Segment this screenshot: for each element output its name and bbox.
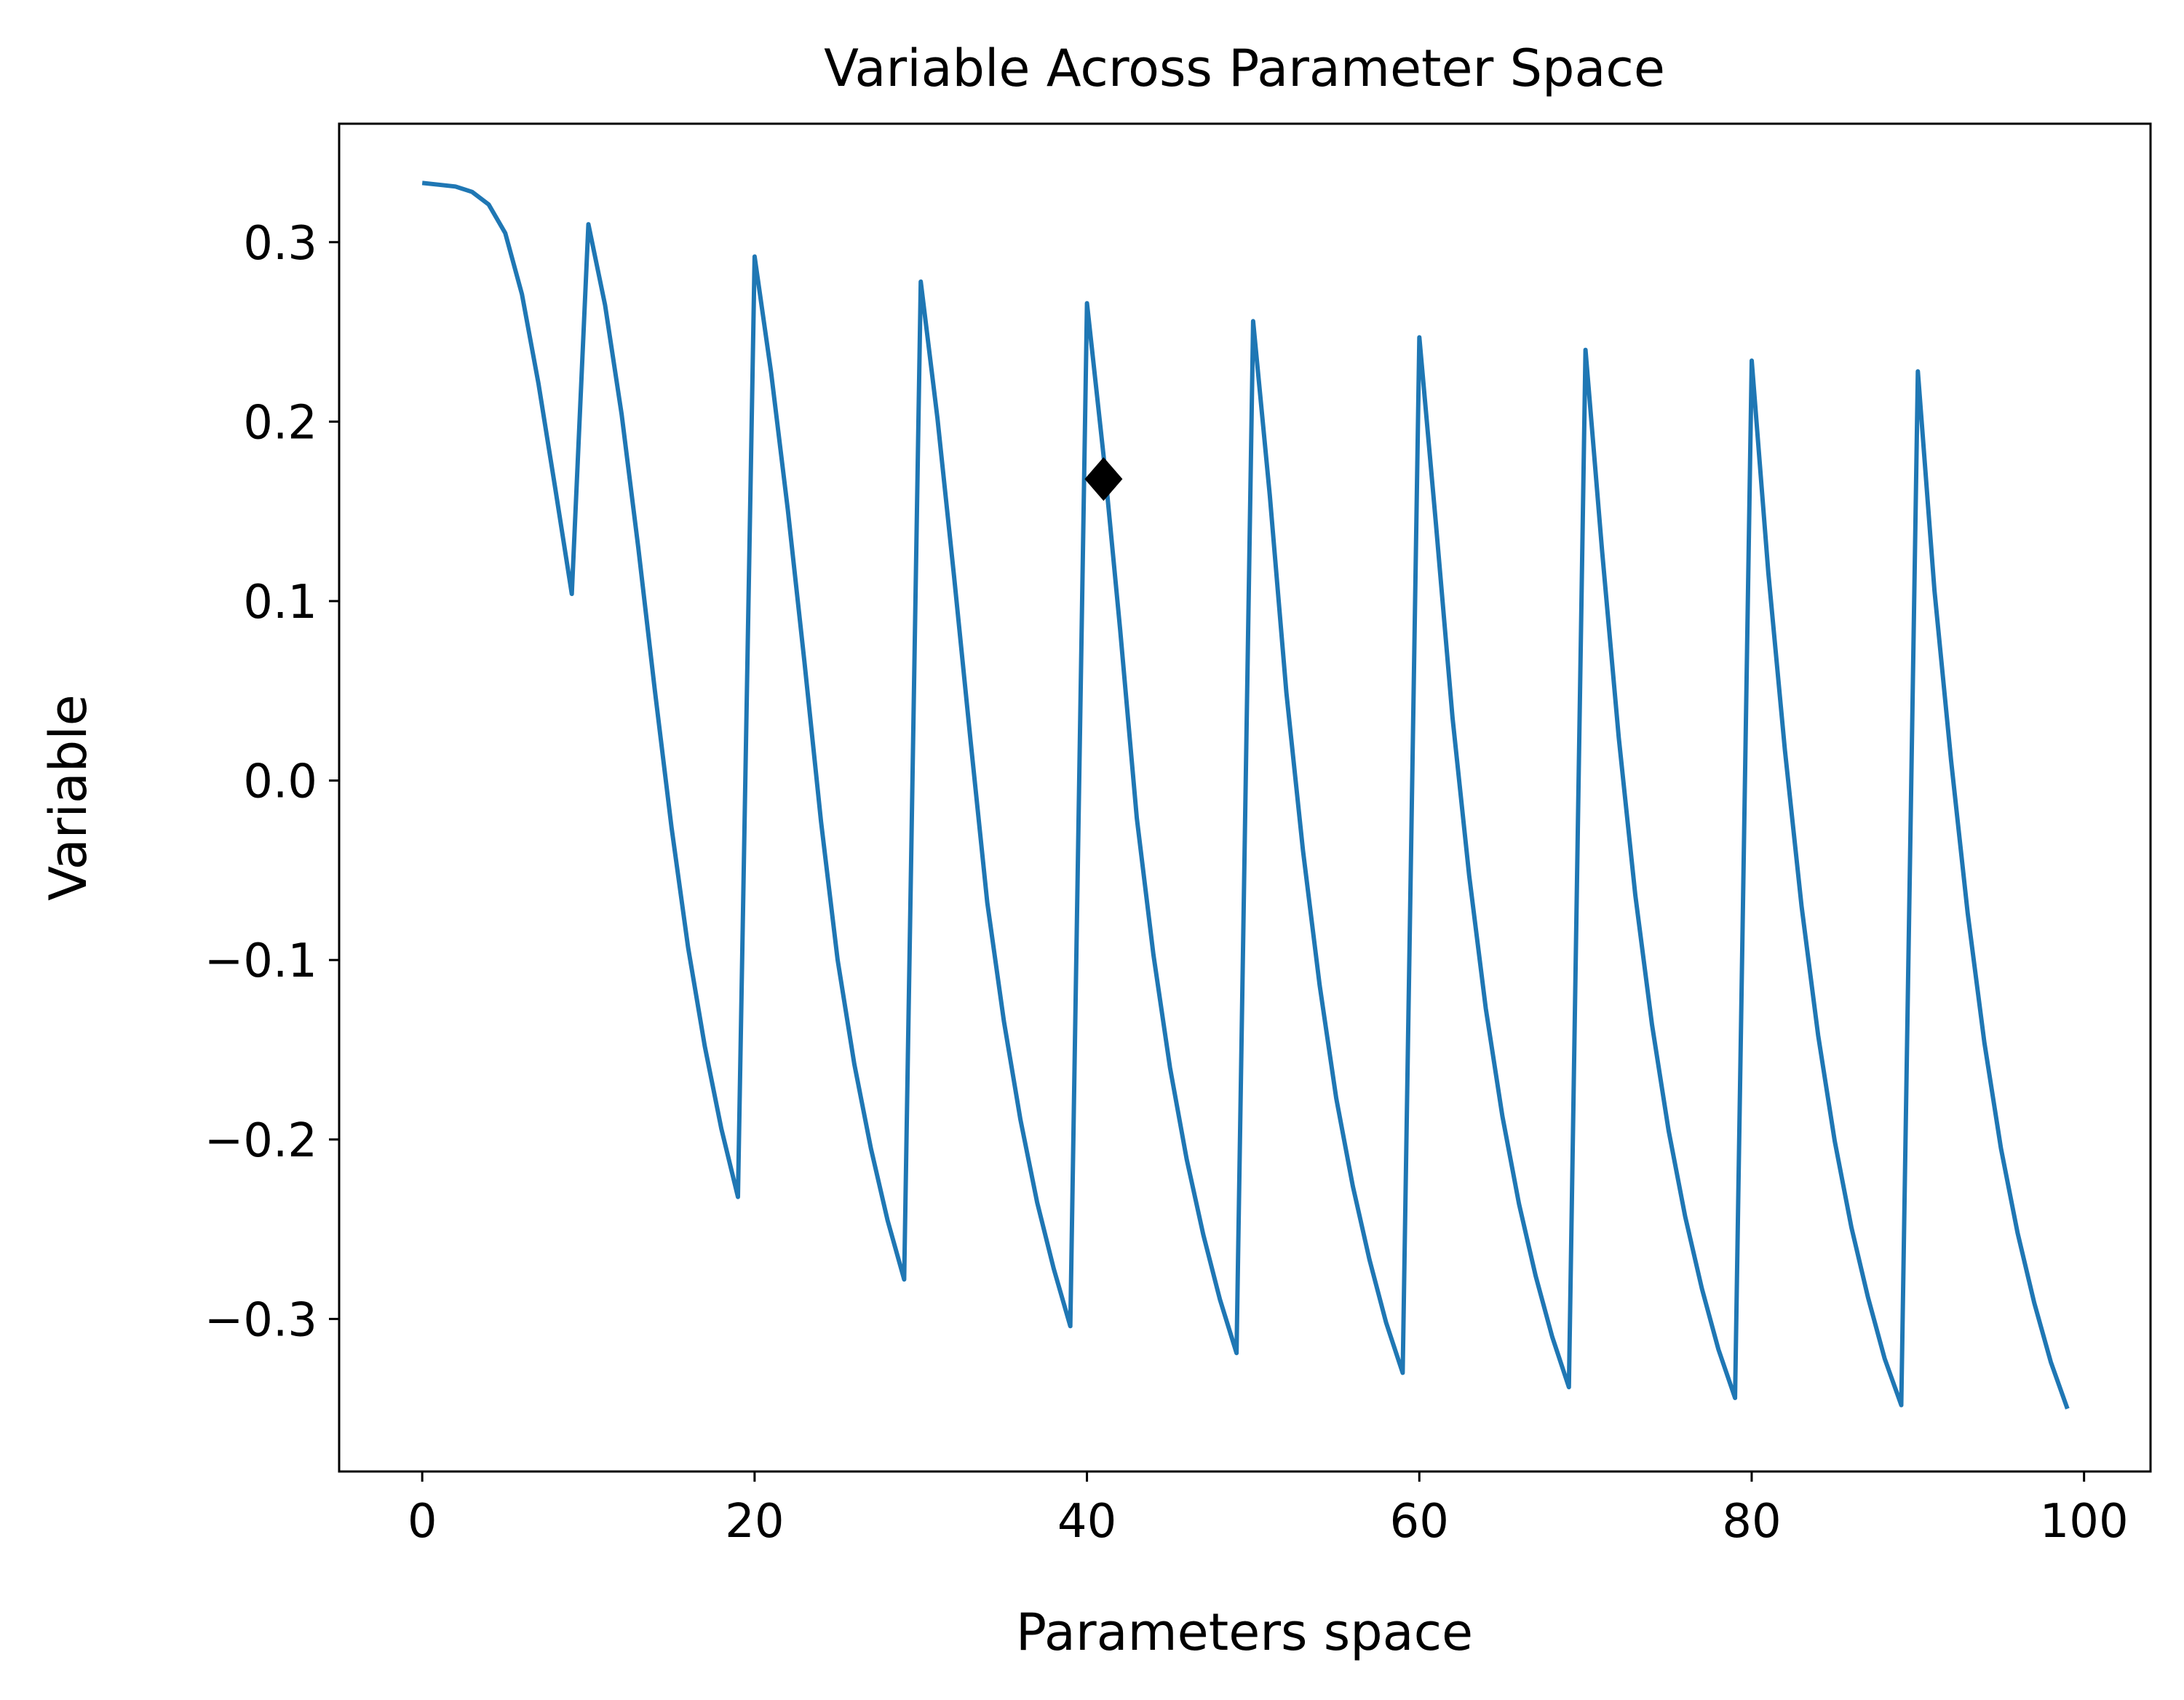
- y-axis: 0.3 0.2 0.1 0.0 −0.1 −0.2 −0.3: [204, 217, 339, 1347]
- x-tick-label: 60: [1390, 1495, 1449, 1549]
- y-axis-label: Variable: [39, 694, 98, 900]
- y-tick-label: 0.1: [243, 576, 317, 629]
- x-tick-label: 80: [1722, 1495, 1781, 1549]
- series-layer: [421, 180, 2070, 1410]
- y-tick-label: −0.2: [204, 1114, 317, 1168]
- x-axis: 0 20 40 60 80 100: [408, 1471, 2129, 1549]
- x-axis-label: Parameters space: [1016, 1602, 1473, 1662]
- y-tick-label: 0.0: [243, 755, 317, 809]
- x-tick-label: 40: [1057, 1495, 1116, 1549]
- chart-title: Variable Across Parameter Space: [824, 39, 1665, 98]
- x-tick-label: 100: [2040, 1495, 2129, 1549]
- x-tick-label: 20: [725, 1495, 784, 1549]
- plot-area: [338, 122, 2152, 1473]
- plot-frame: [338, 122, 2152, 1473]
- x-tick-label: 0: [408, 1495, 437, 1549]
- diamond-marker: [1084, 457, 1123, 501]
- y-tick-label: 0.3: [243, 217, 317, 271]
- series-line-0: [421, 180, 2070, 1410]
- y-tick-label: 0.2: [243, 396, 317, 450]
- y-tick-label: −0.3: [204, 1293, 317, 1347]
- y-tick-label: −0.1: [204, 934, 317, 988]
